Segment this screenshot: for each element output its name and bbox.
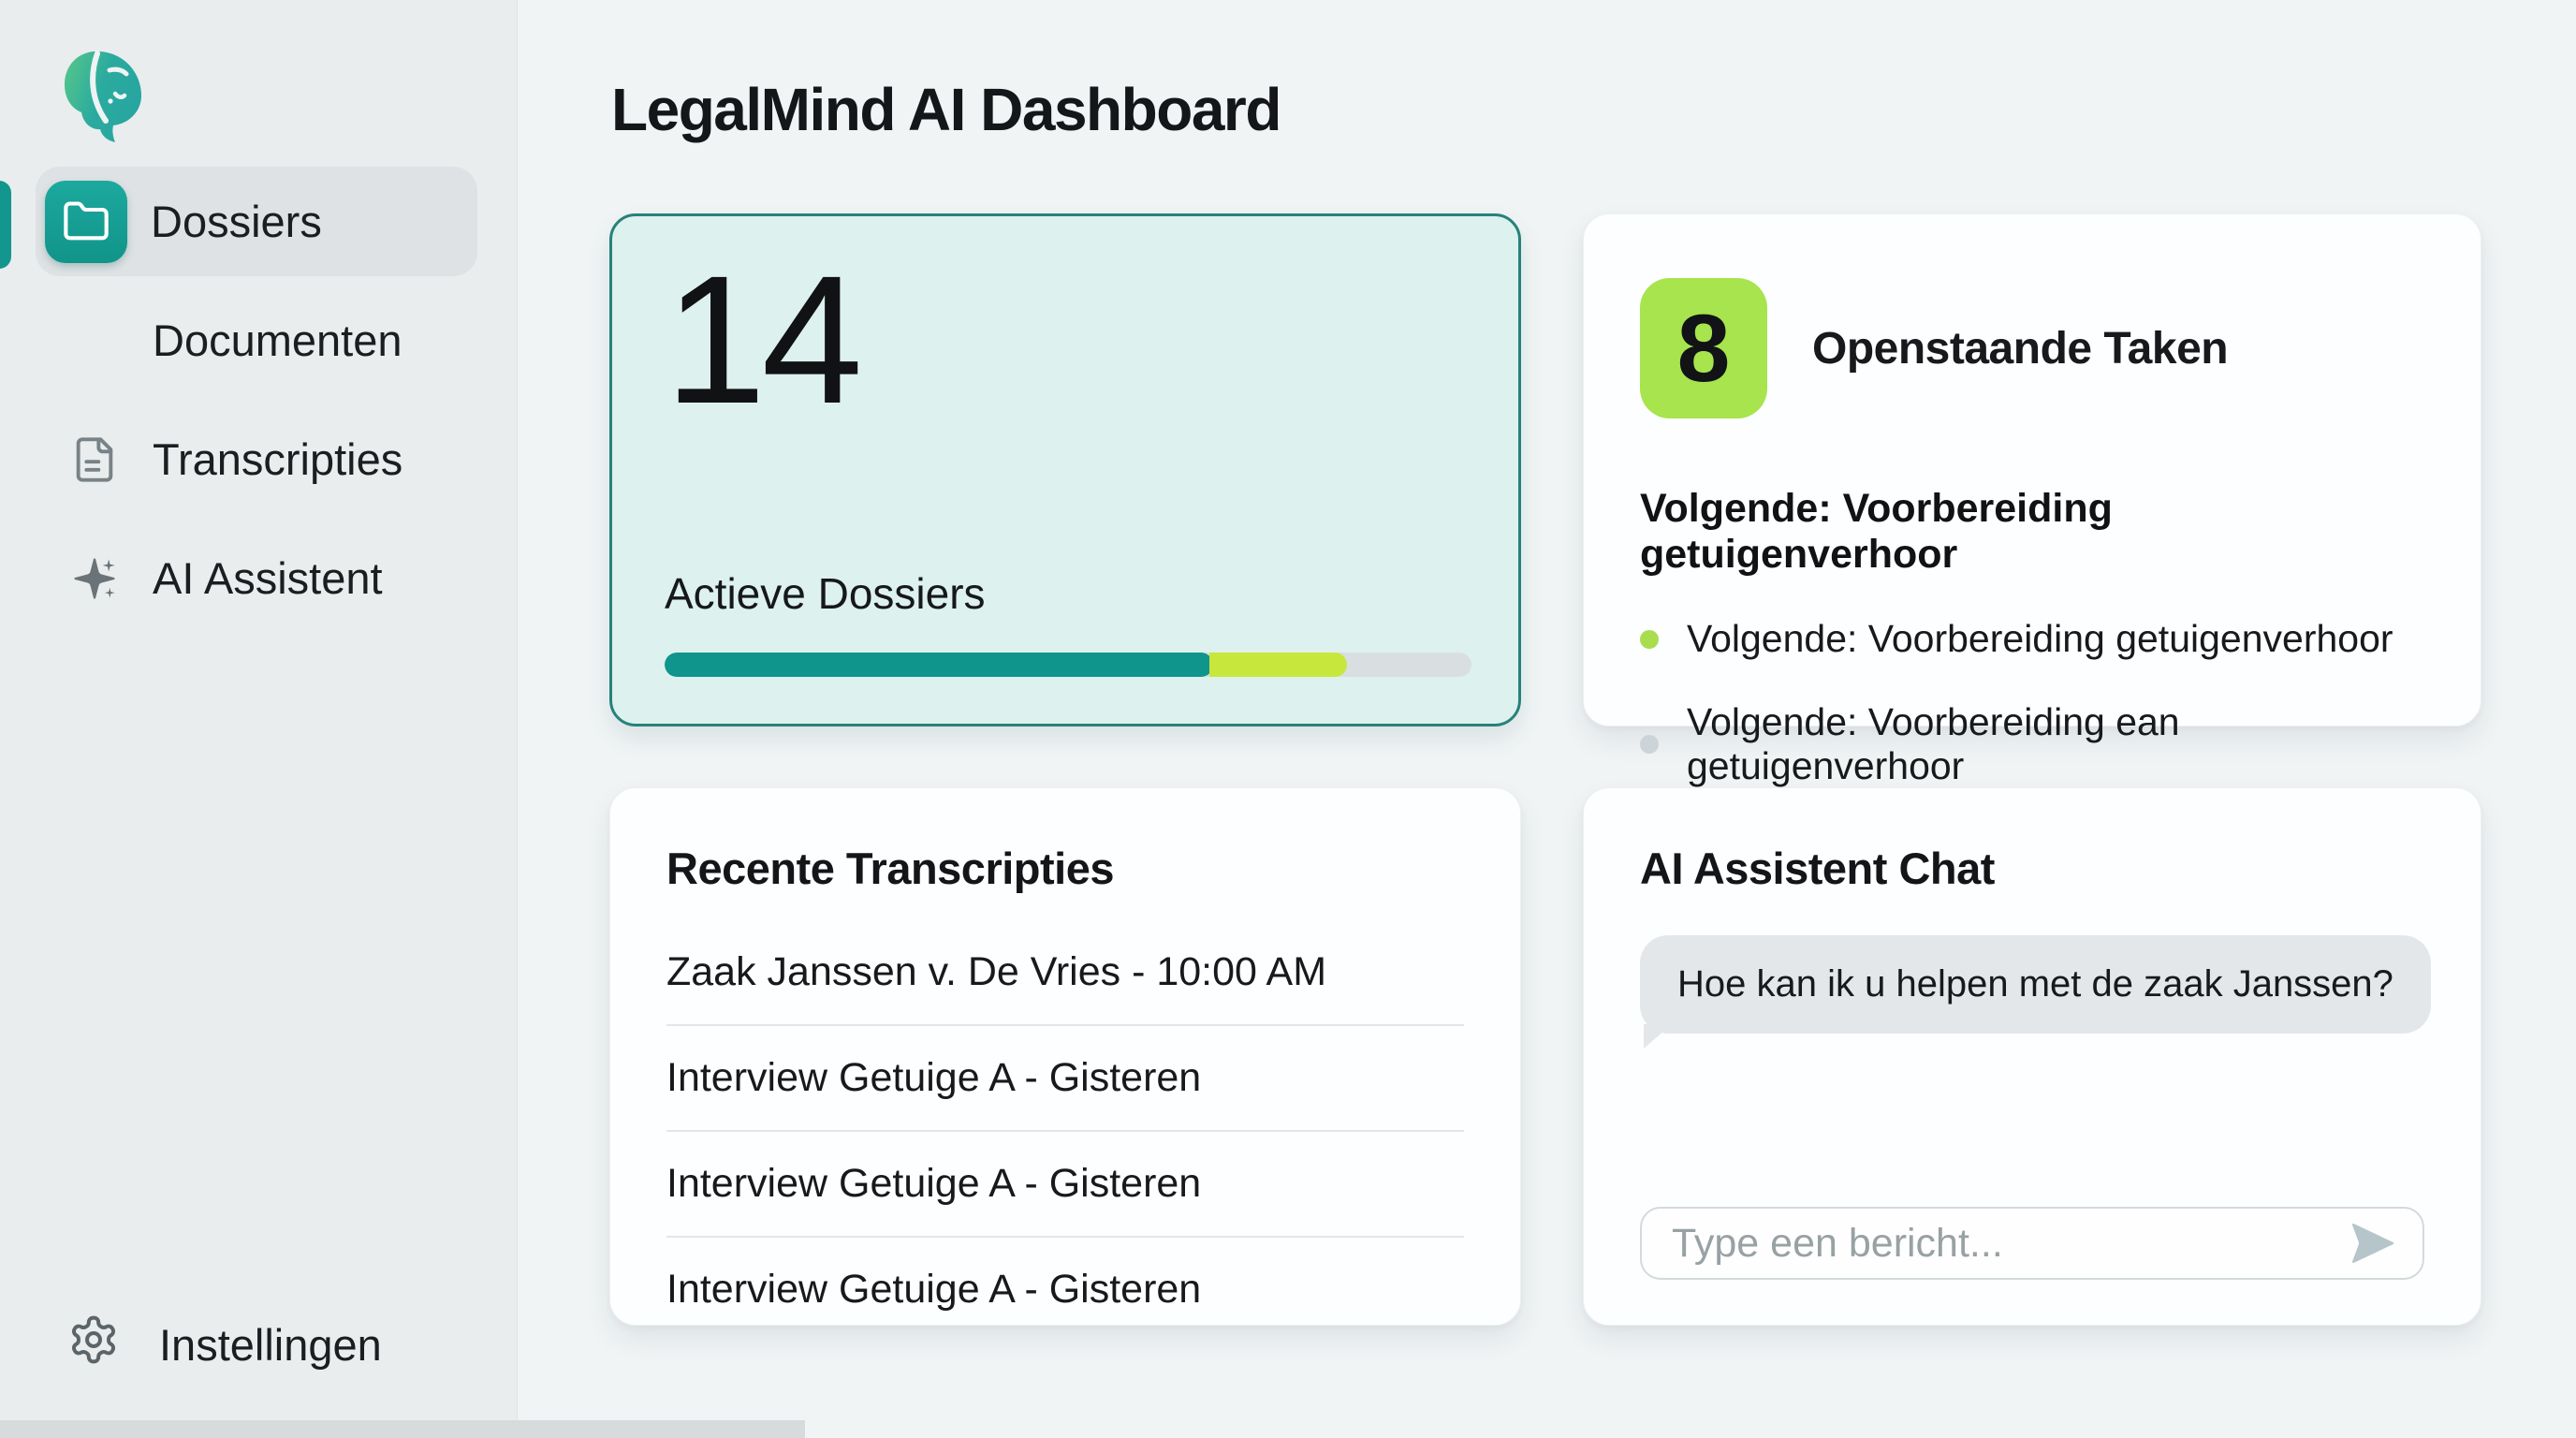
sparkles-icon xyxy=(70,554,119,603)
open-tasks-count-badge: 8 xyxy=(1640,278,1767,418)
active-dossiers-count: 14 xyxy=(665,238,863,442)
transcript-icon xyxy=(70,435,119,484)
active-dossiers-card[interactable]: 14 Actieve Dossiers xyxy=(609,213,1521,726)
progress-segment-teal xyxy=(665,653,1214,677)
folder-icon xyxy=(45,180,127,263)
sidebar-item-instellingen[interactable]: Instellingen xyxy=(67,1313,382,1376)
task-list-item[interactable]: Volgende: Voorbereiding ean getuigenverh… xyxy=(1640,700,2426,788)
send-button[interactable] xyxy=(2346,1217,2398,1269)
ai-chat-card: AI Assistent Chat Hoe kan ik u helpen me… xyxy=(1583,787,2481,1326)
recent-transcripts-card: Recente Transcripties Zaak Janssen v. De… xyxy=(609,787,1521,1326)
transcript-list: Zaak Janssen v. De Vries - 10:00 AM Inte… xyxy=(666,920,1464,1342)
page-title: LegalMind AI Dashboard xyxy=(611,76,1281,143)
lime-dot-icon xyxy=(1640,629,1659,649)
brain-logo-icon xyxy=(56,45,150,142)
transcript-list-item[interactable]: Interview Getuige A - Gisteren xyxy=(666,1024,1464,1130)
open-tasks-card: 8 Openstaande Taken Volgende: Voorbereid… xyxy=(1583,213,2481,787)
dashboard-grid: 14 Actieve Dossiers 8 Openstaande Taken … xyxy=(609,213,2482,1326)
sidebar: Dossiers Documenten Transcripties xyxy=(0,0,805,1438)
progress-segment-lime xyxy=(1209,653,1347,677)
chat-input-row xyxy=(1640,1207,2424,1280)
task-item-text: Volgende: Voorbereiding getuigenverhoor xyxy=(1687,617,2393,660)
open-tasks-title: Openstaande Taken xyxy=(1812,323,2229,374)
gear-icon xyxy=(67,1313,120,1376)
sidebar-item-label: AI Assistent xyxy=(153,553,383,603)
recent-transcripts-title: Recente Transcripties xyxy=(666,844,1115,893)
task-list-item[interactable]: Volgende: Voorbereiding getuigenverhoor xyxy=(1640,617,2426,661)
settings-label: Instellingen xyxy=(159,1320,382,1370)
dossiers-progress-bar xyxy=(665,653,1471,677)
sidebar-item-label: Dossiers xyxy=(151,197,322,246)
active-dossiers-label: Actieve Dossiers xyxy=(665,569,986,618)
assistant-message-bubble: Hoe kan ik u helpen met de zaak Janssen? xyxy=(1640,935,2431,1034)
open-tasks-header: 8 Openstaande Taken xyxy=(1640,278,2426,418)
bottom-edge-strip xyxy=(0,1420,805,1438)
sidebar-nav: Dossiers Documenten Transcripties xyxy=(0,167,517,633)
sidebar-item-label: Documenten xyxy=(153,315,402,365)
ai-chat-title: AI Assistent Chat xyxy=(1640,844,1995,893)
transcript-list-item[interactable]: Interview Getuige A - Gisteren xyxy=(666,1236,1464,1342)
transcript-list-item[interactable]: Zaak Janssen v. De Vries - 10:00 AM xyxy=(666,949,1327,994)
main-content: LegalMind AI Dashboard 14 Actieve Dossie… xyxy=(519,0,2576,1438)
next-task-highlight: Volgende: Voorbereiding getuigenverhoor xyxy=(1640,486,2113,577)
sidebar-item-ai-assistent[interactable]: AI Assistent xyxy=(36,523,477,633)
send-icon xyxy=(2351,1223,2394,1264)
chat-input[interactable] xyxy=(1672,1220,2346,1267)
sidebar-item-documenten[interactable]: Documenten xyxy=(36,286,477,395)
sidebar-item-label: Transcripties xyxy=(153,434,403,484)
transcript-list-item[interactable]: Interview Getuige A - Gisteren xyxy=(666,1130,1464,1236)
gray-dot-icon xyxy=(1640,735,1659,754)
sidebar-item-dossiers[interactable]: Dossiers xyxy=(36,167,477,276)
sidebar-item-transcripties[interactable]: Transcripties xyxy=(36,404,477,514)
task-item-text: Volgende: Voorbereiding ean getuigenverh… xyxy=(1687,700,2180,787)
active-item-accent xyxy=(0,181,11,269)
document-icon xyxy=(70,316,119,365)
